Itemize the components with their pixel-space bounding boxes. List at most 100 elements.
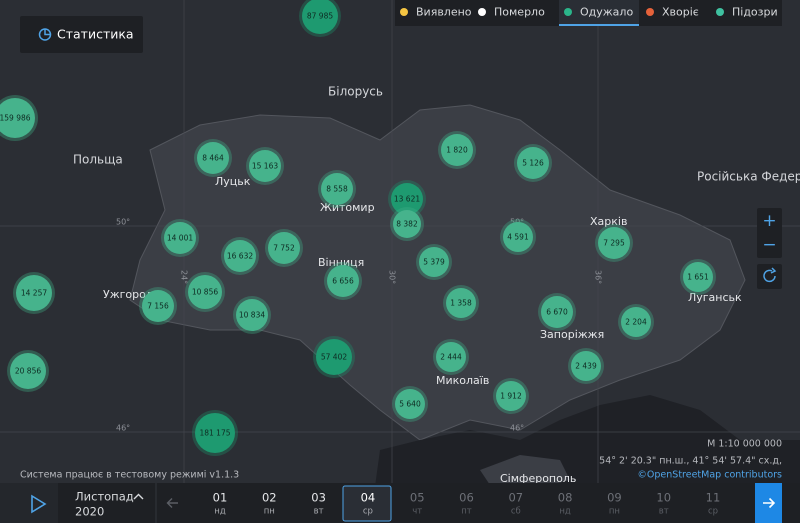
cluster[interactable] bbox=[598, 227, 630, 259]
reset-button[interactable] bbox=[757, 264, 782, 289]
cluster-label: 4 591 bbox=[507, 233, 529, 242]
year: 2020 bbox=[75, 505, 104, 519]
grid-label: 50° bbox=[510, 218, 524, 227]
legend-item[interactable]: Одужало bbox=[580, 6, 633, 19]
days: 01 нд 02 пн 03 вт 04 ср 05 чт 06 пт 07 сб 08 нд 09 пн 10 вт… bbox=[213, 491, 721, 517]
prev-arrow[interactable] bbox=[166, 498, 179, 508]
cluster-label: 14 257 bbox=[21, 289, 47, 298]
grid-label: 24° bbox=[180, 270, 189, 284]
next-arrow bbox=[763, 497, 776, 509]
legend-dot bbox=[564, 8, 572, 16]
cluster[interactable] bbox=[395, 389, 425, 419]
day-weekday: вт bbox=[659, 507, 669, 517]
day-number[interactable]: 08 bbox=[558, 491, 573, 505]
day-number[interactable]: 05 bbox=[410, 491, 425, 505]
day-number[interactable]: 03 bbox=[311, 491, 326, 505]
country-label: Білорусь bbox=[328, 85, 383, 99]
city-label: Луганськ bbox=[688, 291, 742, 304]
legend-item[interactable]: Померло bbox=[494, 6, 545, 19]
cluster-label: 1 358 bbox=[450, 299, 472, 308]
cluster[interactable] bbox=[571, 351, 601, 381]
day-weekday: пн bbox=[609, 507, 620, 517]
cluster[interactable] bbox=[0, 98, 35, 138]
cluster-label: 8 382 bbox=[396, 220, 418, 229]
cluster[interactable] bbox=[142, 290, 174, 322]
cluster-label: 7 752 bbox=[273, 244, 295, 253]
cluster[interactable] bbox=[197, 142, 229, 174]
cluster-label: 14 001 bbox=[167, 234, 193, 243]
cluster[interactable] bbox=[302, 0, 338, 34]
legend-tab-active bbox=[559, 0, 639, 26]
cluster[interactable] bbox=[391, 183, 423, 215]
day-weekday: ср bbox=[363, 507, 373, 517]
cluster[interactable] bbox=[517, 147, 549, 179]
legend-tab-underline bbox=[559, 24, 639, 26]
cluster-label: 10 856 bbox=[192, 288, 218, 297]
cluster[interactable] bbox=[316, 339, 352, 375]
cluster[interactable] bbox=[446, 288, 476, 318]
cluster[interactable] bbox=[436, 342, 466, 372]
cluster[interactable] bbox=[236, 299, 268, 331]
grid-label: 30° bbox=[388, 270, 397, 284]
legend-item[interactable]: Хворіє bbox=[662, 6, 699, 19]
cluster-label: 1 912 bbox=[500, 392, 522, 401]
month-toggle[interactable] bbox=[133, 493, 144, 500]
cluster[interactable] bbox=[224, 240, 256, 272]
day-number[interactable]: 07 bbox=[508, 491, 523, 505]
stats-button[interactable] bbox=[20, 16, 143, 53]
cluster[interactable] bbox=[327, 265, 359, 297]
cluster[interactable] bbox=[393, 210, 421, 238]
stats-label[interactable]: Статистика bbox=[57, 27, 134, 42]
legend-dot bbox=[646, 8, 654, 16]
legend-item[interactable]: Виявлено bbox=[416, 6, 472, 19]
country-label: Російська Федерац bbox=[697, 170, 800, 184]
cluster[interactable] bbox=[621, 307, 651, 337]
cluster[interactable] bbox=[541, 296, 573, 328]
day-number[interactable]: 01 bbox=[213, 491, 228, 505]
day-number[interactable]: 02 bbox=[262, 491, 277, 505]
zoom-in[interactable]: + bbox=[762, 211, 776, 231]
active-day bbox=[342, 485, 392, 522]
play-button[interactable] bbox=[0, 483, 58, 523]
cluster[interactable] bbox=[441, 134, 473, 166]
cluster[interactable] bbox=[10, 353, 46, 389]
stats-icon bbox=[44, 29, 51, 36]
cluster-label: 16 632 bbox=[227, 252, 253, 261]
cluster[interactable] bbox=[496, 381, 526, 411]
cluster[interactable] bbox=[195, 413, 235, 453]
day-number[interactable]: 09 bbox=[607, 491, 622, 505]
attribution-link[interactable]: ©OpenStreetMap contributors bbox=[637, 470, 782, 481]
day-weekday: нд bbox=[214, 507, 226, 517]
cluster[interactable] bbox=[268, 232, 300, 264]
cluster-label: 2 204 bbox=[625, 318, 647, 327]
cluster[interactable] bbox=[164, 222, 196, 254]
cluster-label: 2 439 bbox=[575, 362, 597, 371]
cluster[interactable] bbox=[321, 173, 353, 205]
day-weekday: пн bbox=[264, 507, 275, 517]
day-weekday: сб bbox=[511, 507, 521, 517]
legend-item[interactable]: Підозри bbox=[732, 6, 778, 19]
cluster-label: 13 621 bbox=[394, 195, 420, 204]
city-label: Миколаїв bbox=[436, 374, 489, 387]
cluster-label: 2 444 bbox=[440, 353, 462, 362]
day-number[interactable]: 04 bbox=[361, 491, 376, 505]
country-label: Польща bbox=[73, 153, 123, 167]
day-number[interactable]: 10 bbox=[656, 491, 671, 505]
day-weekday: нд bbox=[559, 507, 571, 517]
cluster-label: 7 156 bbox=[147, 302, 169, 311]
day-weekday: вт bbox=[314, 507, 324, 517]
cluster[interactable] bbox=[249, 150, 281, 182]
city-label: Запоріжжя bbox=[540, 328, 604, 341]
day-number[interactable]: 06 bbox=[459, 491, 474, 505]
cluster[interactable] bbox=[683, 262, 713, 292]
zoom-panel bbox=[757, 208, 782, 258]
cluster-label: 15 163 bbox=[252, 162, 278, 171]
zoom-out[interactable]: − bbox=[762, 235, 776, 255]
cluster[interactable] bbox=[419, 247, 449, 277]
cluster[interactable] bbox=[188, 275, 222, 309]
cluster[interactable] bbox=[16, 275, 52, 311]
clusters: 87 985 159 986 8 464 15 163 8 558 13 621 8 382… bbox=[0, 0, 716, 456]
month[interactable]: Листопад bbox=[75, 490, 134, 504]
cluster[interactable] bbox=[503, 222, 533, 252]
day-number[interactable]: 11 bbox=[706, 491, 721, 505]
